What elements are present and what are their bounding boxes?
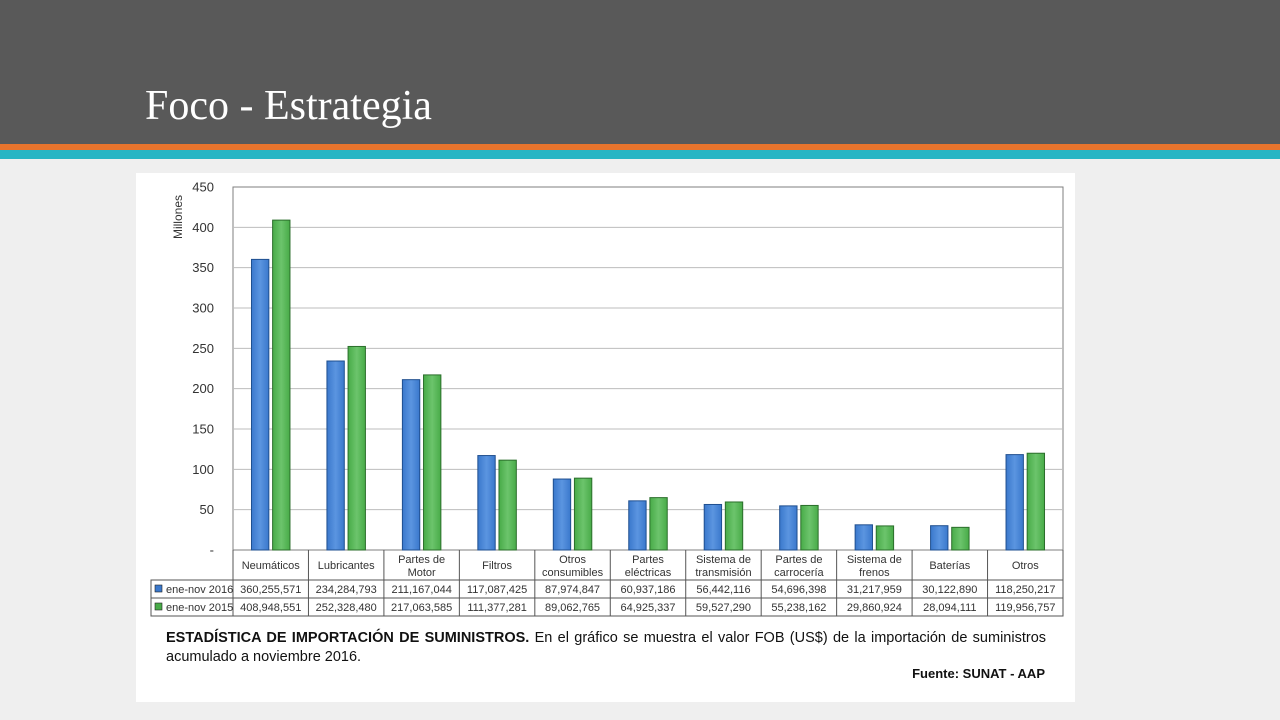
category-label: Partes	[632, 554, 664, 566]
data-label-series-2016: 60,937,186	[620, 584, 675, 596]
bar-series-2016	[401, 379, 421, 551]
bar-series-2015	[272, 219, 291, 551]
chart-figure: - 50 100 150 200 250 300 350 400 450 Millones Neumá…	[136, 173, 1075, 702]
bar-series-2015	[951, 526, 970, 551]
data-label-series-2016: 31,217,959	[847, 584, 902, 596]
data-label-series-2015: 89,062,765	[545, 602, 600, 614]
category-label: carrocería	[774, 567, 824, 579]
bar-series-2015	[875, 525, 895, 551]
data-label-series-2016: 56,442,116	[696, 584, 750, 596]
category-label: Baterías	[929, 560, 970, 572]
y-axis-label: Millones	[171, 195, 185, 239]
category-label: Motor	[408, 567, 436, 579]
bar-series-2016	[703, 503, 723, 551]
category-label: consumibles	[542, 567, 604, 579]
data-label-series-2016: 360,255,571	[240, 584, 301, 596]
category-label: Neumáticos	[242, 560, 301, 572]
bar-series-2016	[1005, 454, 1024, 551]
bar-series-2016	[552, 478, 572, 551]
category-label: Otros	[559, 554, 586, 566]
data-label-series-2015: 29,860,924	[847, 602, 902, 614]
data-label-series-2015: 408,948,551	[240, 602, 301, 614]
bar-series-2015	[1026, 452, 1046, 551]
legend-key-series-2016	[154, 584, 163, 593]
y-tick-label: 150	[192, 422, 214, 437]
caption-title: ESTADÍSTICA DE IMPORTACIÓN DE SUMINISTRO…	[166, 630, 530, 646]
bar-series-2016	[477, 455, 496, 551]
bar-series-2016	[628, 500, 647, 551]
y-tick-label: 100	[192, 462, 214, 477]
bar-series-2016	[930, 525, 949, 551]
legend-key-series-2015	[154, 602, 163, 611]
bar-series-2015	[347, 345, 366, 551]
data-label-series-2016: 87,974,847	[545, 584, 600, 596]
category-label: frenos	[859, 567, 890, 579]
plot-area	[232, 186, 1064, 551]
bar-series-2015	[649, 497, 668, 551]
data-label-series-2015: 55,238,162	[771, 602, 826, 614]
y-tick-label: 450	[192, 180, 214, 195]
y-tick-label: 200	[192, 381, 214, 396]
accent-stripe-teal	[0, 150, 1280, 159]
y-tick-label: 350	[192, 260, 214, 275]
y-tick-label: 250	[192, 341, 214, 356]
category-label: Otros	[1012, 560, 1039, 572]
bar-series-2015	[724, 501, 744, 551]
data-label-series-2016: 117,087,425	[467, 584, 527, 596]
category-label: Sistema de	[696, 554, 751, 566]
data-label-series-2016: 211,167,044	[391, 584, 451, 596]
bar-series-2016	[854, 524, 873, 551]
y-tick-label: 400	[192, 220, 214, 235]
category-label: Filtros	[482, 560, 512, 572]
data-label-series-2015: 217,063,585	[391, 602, 452, 614]
data-label-series-2016: 234,284,793	[316, 584, 377, 596]
data-label-series-2015: 59,527,290	[696, 602, 751, 614]
chart-caption: ESTADÍSTICA DE IMPORTACIÓN DE SUMINISTRO…	[166, 629, 1046, 667]
bar-series-2016	[779, 505, 798, 551]
data-label-series-2015: 111,377,281	[467, 602, 527, 614]
legend-label-series-2016: ene-nov 2016	[166, 584, 233, 596]
category-label: Sistema de	[847, 554, 902, 566]
slide-title: Foco - Estrategia	[145, 83, 432, 129]
category-label: Partes de	[398, 554, 445, 566]
data-label-series-2015: 119,956,757	[995, 602, 1055, 614]
y-tick-label: 300	[192, 301, 214, 316]
bar-series-2016	[326, 360, 345, 551]
accent-stripe-orange	[0, 144, 1280, 150]
bar-series-2015	[498, 459, 517, 551]
y-tick-label: 50	[200, 502, 214, 517]
caption-text: En el gráfico se muestra el valor FOB (U…	[166, 630, 1047, 665]
category-label: Partes de	[775, 554, 822, 566]
bar-series-2015	[573, 477, 593, 551]
y-tick-label: -	[210, 543, 214, 558]
category-label: Lubricantes	[318, 560, 375, 572]
data-label-series-2016: 118,250,217	[995, 584, 1055, 596]
chart-source: Fuente: SUNAT - AAP	[912, 666, 1045, 681]
data-label-series-2016: 30,122,890	[922, 584, 977, 596]
category-label: transmisión	[695, 567, 751, 579]
data-label-series-2015: 28,094,111	[923, 602, 976, 614]
bar-chart: - 50 100 150 200 250 300 350 400 450 Millones Neumá…	[150, 180, 1064, 617]
data-label-series-2016: 54,696,398	[771, 584, 826, 596]
legend-label-series-2015: ene-nov 2015	[166, 602, 233, 614]
slide-header: Foco - Estrategia	[0, 0, 1280, 144]
bar-series-2015	[423, 374, 442, 551]
bar-series-2016	[250, 258, 270, 551]
bar-series-2015	[800, 504, 819, 551]
data-label-series-2015: 252,328,480	[316, 602, 377, 614]
data-label-series-2015: 64,925,337	[620, 602, 675, 614]
category-label: eléctricas	[625, 567, 672, 579]
